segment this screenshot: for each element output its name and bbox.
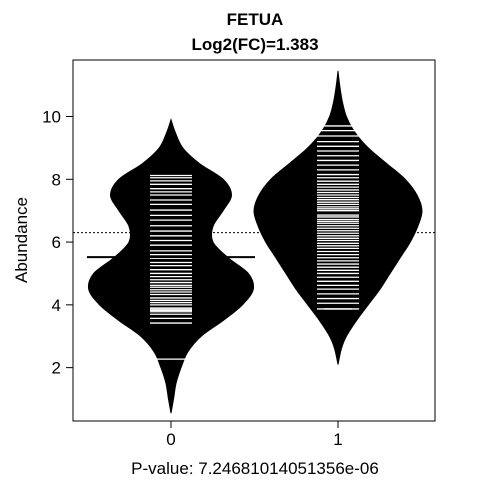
x-tick-label: 0 [166,430,175,449]
chart-subtitle: Log2(FC)=1.383 [191,35,318,54]
x-axis-label: P-value: 7.24681014051356e-06 [131,459,379,478]
y-tick-label: 8 [52,170,61,189]
y-tick-label: 4 [52,296,61,315]
y-tick-label: 6 [52,233,61,252]
plot-frame [72,59,436,422]
plot-area: 2 4 6 8 10 0 1 [42,59,436,449]
y-tick-label: 10 [42,108,61,127]
x-tick-label: 1 [333,430,342,449]
bean-shape-1 [253,70,423,365]
y-axis-label: Abundance [12,197,31,283]
chart-title: FETUA [227,10,284,29]
y-tick-label: 2 [52,359,61,378]
bean-shape-0 [87,118,255,414]
